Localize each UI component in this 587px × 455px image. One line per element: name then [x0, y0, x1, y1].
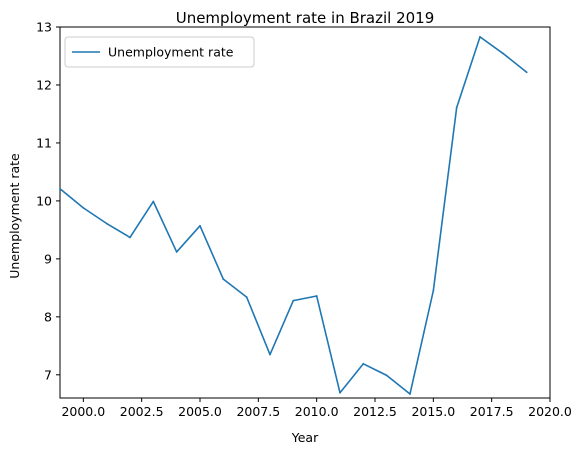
data-point — [269, 353, 271, 356]
x-tick-label: 2000.0 — [61, 404, 105, 419]
x-tick-label: 2002.5 — [120, 404, 164, 419]
data-point — [152, 200, 155, 203]
x-tick-label: 2007.5 — [236, 404, 280, 419]
y-axis: 7 8 9 10 11 12 13 — [36, 20, 60, 382]
y-tick-label: 7 — [44, 367, 52, 382]
y-tick-label: 10 — [36, 193, 52, 208]
legend-box — [64, 36, 255, 68]
x-axis-label: Year — [291, 430, 319, 445]
x-tick-label: 2005.0 — [178, 404, 222, 419]
series-line-unemployment-rate — [59, 36, 528, 395]
data-point — [82, 206, 85, 209]
data-point — [315, 295, 318, 297]
data-point — [199, 224, 201, 227]
data-point — [245, 296, 248, 299]
data-point — [479, 35, 481, 38]
data-point — [129, 236, 131, 239]
data-point — [455, 106, 458, 109]
legend-label: Unemployment rate — [108, 45, 234, 60]
data-point — [409, 393, 411, 395]
x-tick-label: 2015.0 — [411, 404, 455, 419]
y-tick-label: 8 — [44, 309, 52, 324]
y-tick-label: 12 — [36, 77, 52, 92]
data-point — [292, 299, 295, 302]
series-layer — [59, 35, 528, 395]
data-point — [175, 251, 178, 253]
legend: Unemployment rate — [64, 36, 255, 68]
data-point — [339, 391, 341, 394]
y-tick-label: 13 — [36, 20, 52, 35]
y-axis-label: Unemployment rate — [7, 153, 22, 279]
chart-title: Unemployment rate in Brazil 2019 — [176, 9, 435, 27]
data-point — [385, 374, 388, 377]
plot-area — [59, 26, 551, 399]
x-tick-label: 2012.5 — [353, 404, 397, 419]
data-point — [432, 289, 435, 292]
y-tick-label: 9 — [44, 251, 52, 266]
data-point — [105, 222, 108, 225]
data-point — [222, 278, 225, 281]
x-tick-label: 2010.0 — [295, 404, 339, 419]
data-point — [362, 362, 365, 365]
data-point — [525, 71, 528, 74]
data-point — [502, 52, 505, 55]
x-tick-label: 2017.5 — [470, 404, 514, 419]
x-axis: 2000.0 2002.5 2005.0 2007.5 2010.0 2012.5 2015… — [61, 398, 572, 419]
x-tick-label: 2020.0 — [528, 404, 572, 419]
y-tick-label: 11 — [36, 135, 52, 150]
data-point — [59, 187, 61, 190]
